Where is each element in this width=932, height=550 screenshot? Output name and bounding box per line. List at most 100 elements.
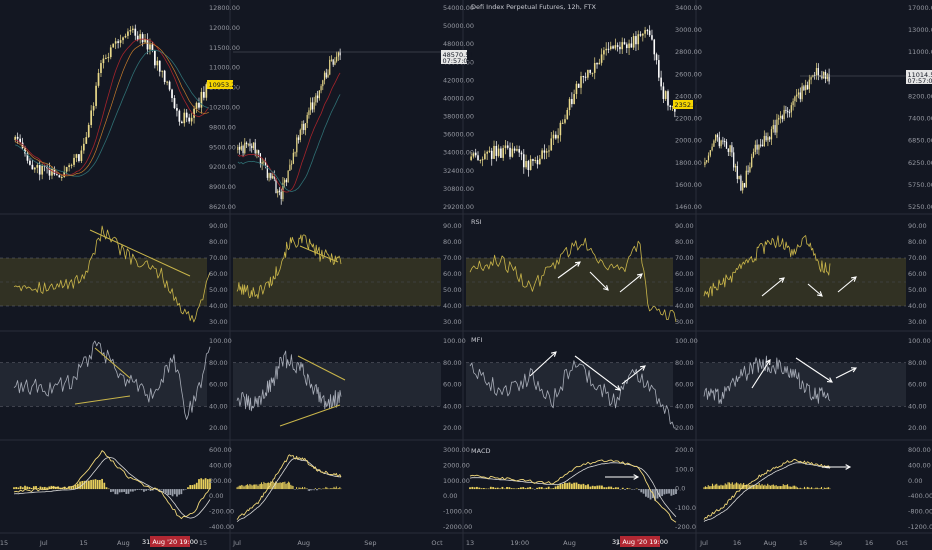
candle-body	[325, 72, 327, 78]
price-axis-tick: 2000.00	[675, 137, 702, 145]
histogram-bar	[114, 489, 117, 495]
histogram-bar	[738, 484, 740, 490]
histogram-bar	[752, 484, 755, 490]
histogram-bar	[243, 486, 245, 490]
arrow-right-macd-4	[822, 464, 852, 470]
candle-body	[334, 61, 336, 65]
rsi-axis-tick: 40.00	[675, 302, 694, 310]
candle-body	[144, 39, 146, 43]
histogram-bar	[801, 488, 803, 490]
arrow-up-mfi-5	[835, 367, 858, 379]
candle-body	[308, 110, 310, 116]
histogram-bar	[332, 488, 334, 490]
histogram-bar	[167, 489, 170, 495]
rsi-axis-tick: 50.00	[908, 286, 927, 294]
date-axis-tick: Aug	[764, 539, 777, 547]
last-price-value: 2352.7	[675, 101, 698, 109]
histogram-bar	[471, 486, 474, 490]
candle-body	[718, 137, 720, 147]
candle-body	[178, 110, 181, 122]
date-axis-tick: Oct	[896, 539, 908, 547]
histogram-bar	[713, 485, 715, 490]
candle-body	[470, 156, 472, 160]
candle-body	[53, 168, 56, 175]
mfi-axis-tick: 60.00	[209, 381, 228, 389]
mfi-axis-tick: 40.00	[908, 402, 927, 410]
histogram-bar	[485, 488, 488, 490]
candle-body	[472, 152, 475, 157]
candle-body	[114, 41, 117, 44]
histogram-bar	[287, 481, 289, 490]
candle-body	[242, 145, 244, 154]
candle-body	[509, 147, 511, 157]
histogram-bar	[668, 489, 670, 494]
histogram-bar	[242, 485, 244, 490]
candle-body	[619, 46, 621, 50]
price-axis-tick: 2600.00	[675, 70, 702, 78]
macd-axis-tick: 3000.00	[443, 446, 470, 454]
rsi-axis-tick: 60.00	[675, 270, 694, 278]
macd-axis-tick: 2000.00	[443, 461, 470, 469]
histogram-bar	[612, 487, 615, 490]
candle-body	[266, 164, 268, 178]
histogram-bar	[531, 488, 534, 490]
candle-body	[51, 168, 53, 176]
rsi-line	[703, 235, 831, 298]
histogram-bar	[107, 488, 110, 490]
candles	[704, 62, 830, 194]
candle-body	[310, 102, 312, 111]
histogram-bar	[794, 485, 796, 490]
candle-body	[752, 151, 755, 157]
price-axis-tick: 11000.00	[908, 48, 932, 56]
histogram-bar	[272, 481, 274, 490]
histogram-bar	[129, 489, 132, 492]
arrow-down-mfi-4	[795, 357, 833, 383]
macd-axis-tick: 800.00	[908, 446, 931, 454]
candle-body	[814, 74, 816, 76]
date-axis-tick: 16	[865, 539, 873, 547]
histogram-bar	[557, 485, 559, 490]
histogram-bar	[496, 487, 499, 490]
histogram-bar	[265, 483, 267, 490]
histogram-bar	[249, 484, 251, 490]
histogram-bar	[654, 489, 657, 501]
candle-body	[289, 164, 291, 171]
candle-body	[707, 155, 710, 161]
rsi-axis-tick: 60.00	[908, 270, 927, 278]
price-axis-tick: 38000.00	[443, 113, 474, 121]
candle-body	[287, 170, 289, 183]
histogram-bar	[469, 487, 471, 490]
histogram-bar	[501, 486, 504, 490]
histogram-bar	[333, 486, 335, 490]
candle-body	[520, 152, 523, 155]
candle-body	[743, 183, 746, 188]
candle-body	[541, 150, 543, 159]
candle-body	[102, 58, 105, 64]
price-axis-tick: 12800.00	[209, 4, 240, 12]
candle-body	[82, 143, 85, 151]
histogram-bar	[189, 485, 192, 490]
date-axis-tick: 19:00	[510, 539, 529, 547]
histogram-bar	[334, 487, 336, 490]
histogram-bar	[828, 487, 830, 490]
candle-body	[280, 191, 282, 200]
histogram-bar	[315, 489, 317, 491]
histogram-bar	[730, 483, 732, 490]
candle-body	[598, 62, 601, 65]
last-price-countdown: 07:57:04	[443, 57, 472, 65]
histogram-bar	[330, 488, 331, 490]
mfi-axis-tick: 100.00	[443, 337, 466, 345]
candle-body	[511, 148, 514, 157]
macd-line	[703, 458, 831, 520]
candle-body	[336, 56, 338, 62]
candle-body	[48, 168, 51, 176]
histogram-bar	[105, 487, 108, 490]
candle-body	[337, 51, 340, 57]
histogram-bar	[321, 488, 323, 490]
macd-histogram	[703, 482, 831, 490]
rsi-axis-tick: 90.00	[443, 222, 462, 230]
date-axis-tick: 16	[733, 539, 741, 547]
histogram-bar	[768, 485, 770, 490]
candle-body	[127, 31, 129, 36]
histogram-bar	[717, 485, 719, 490]
